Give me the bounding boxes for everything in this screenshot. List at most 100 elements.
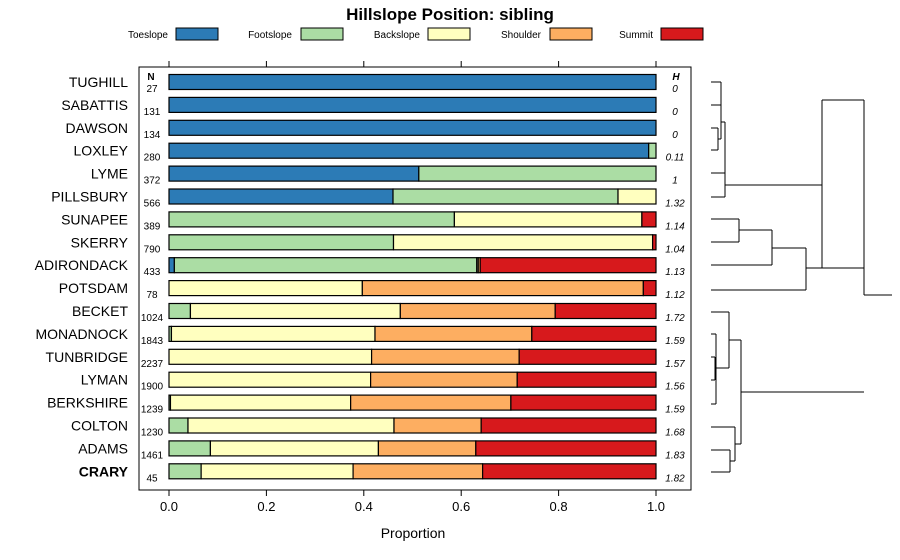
bar-segment-summit <box>651 234 657 251</box>
bar-segment-footslope <box>418 165 657 182</box>
bar-segment-shoulder <box>393 417 482 434</box>
bar-segment-summit <box>531 325 657 342</box>
row-n-value: 1900 <box>141 382 164 393</box>
row-h-value: 1.57 <box>665 359 685 370</box>
bar-segment-shoulder <box>370 371 518 388</box>
bar-segment-footslope <box>168 463 202 480</box>
row-monadnock: MONADNOCK 1843 1.59 <box>35 325 685 347</box>
row-berkshire: BERKSHIRE 1239 1.59 <box>47 394 685 416</box>
bar-segment-backslope <box>168 371 372 388</box>
row-label: COLTON <box>71 418 128 434</box>
bar-segment-summit <box>475 440 657 457</box>
x-tick-label: 1.0 <box>647 499 665 514</box>
dendrogram-branch-lower <box>711 311 864 473</box>
row-h-value: 0 <box>672 107 678 118</box>
bar-segment-toeslope <box>168 73 657 91</box>
row-label: ADAMS <box>78 440 128 456</box>
bar-segment-summit <box>516 371 657 388</box>
bar-segment-summit <box>510 394 657 411</box>
row-n-value: 433 <box>144 267 161 278</box>
row-n-value: 1239 <box>141 405 164 416</box>
row-n-value: 389 <box>144 221 161 232</box>
bar-segment-toeslope <box>168 96 657 114</box>
bar-segment-shoulder <box>361 280 644 297</box>
row-h-value: 1.04 <box>665 244 685 255</box>
x-tick-label: 0.2 <box>257 499 275 514</box>
bar-segment-summit <box>518 348 657 365</box>
bar-segment-footslope <box>168 211 455 228</box>
bar-segment-footslope <box>168 234 395 251</box>
legend-label-toeslope: Toeslope <box>128 30 168 41</box>
bar-segment-backslope <box>209 440 380 457</box>
row-adirondack: ADIRONDACK 433 1.13 <box>35 257 685 278</box>
row-n-value: 372 <box>144 176 161 187</box>
row-adams: ADAMS 1461 1.83 <box>78 440 685 461</box>
bar-segment-summit <box>482 463 657 480</box>
legend-swatch-shoulder <box>549 27 593 41</box>
row-label: MONADNOCK <box>35 326 128 342</box>
bar-segment-toeslope <box>168 119 657 136</box>
row-n-value: 131 <box>144 107 161 118</box>
x-tick-label: 0.8 <box>550 499 568 514</box>
h-column-header: H <box>672 72 680 83</box>
row-label: DAWSON <box>66 120 128 136</box>
legend-swatch-backslope <box>427 27 471 41</box>
row-colton: COLTON 1230 1.68 <box>71 417 685 439</box>
row-sunapee: SUNAPEE 389 1.14 <box>61 211 685 232</box>
row-label: LOXLEY <box>74 143 129 159</box>
row-n-value: 27 <box>146 84 158 95</box>
legend-label-shoulder: Shoulder <box>501 30 542 41</box>
x-axis-label: Proportion <box>381 525 446 541</box>
row-tunbridge: TUNBRIDGE 2237 1.57 <box>46 348 685 370</box>
bar-segment-backslope <box>168 280 363 297</box>
row-h-value: 0.11 <box>666 153 685 164</box>
row-label: TUGHILL <box>69 74 128 90</box>
row-becket: BECKET 1024 1.72 <box>72 302 685 324</box>
bar-segment-summit <box>480 417 657 434</box>
bar-segment-backslope <box>453 211 643 228</box>
bar-rows: TUGHILL 27 0 SABATTIS 131 0 DAWSON 134 0 LOXLEY 28… <box>35 73 685 484</box>
row-h-value: 1.32 <box>665 199 685 210</box>
row-label: ADIRONDACK <box>35 257 129 273</box>
bar-segment-backslope <box>617 188 657 205</box>
bar-segment-shoulder <box>352 463 484 480</box>
row-label: TUNBRIDGE <box>46 349 128 365</box>
row-n-value: 45 <box>146 473 158 484</box>
row-label: LYMAN <box>81 372 128 388</box>
bar-segment-shoulder <box>399 302 556 320</box>
bar-segment-backslope <box>187 417 395 434</box>
bar-segment-toeslope <box>168 142 650 159</box>
legend-swatch-summit <box>660 27 704 41</box>
row-h-value: 1 <box>672 176 678 187</box>
row-n-value: 134 <box>144 130 161 141</box>
bar-segment-footslope <box>168 302 192 320</box>
row-h-value: 1.82 <box>665 473 685 484</box>
legend: Toeslope Footslope Backslope Shoulder Summit <box>128 27 704 41</box>
row-h-value: 1.68 <box>665 428 685 439</box>
row-crary: CRARY 45 1.82 <box>79 463 685 484</box>
row-lyman: LYMAN 1900 1.56 <box>81 371 685 393</box>
bar-segment-shoulder <box>370 348 520 365</box>
bar-segment-summit <box>641 211 657 228</box>
bar-segment-shoulder <box>377 440 477 457</box>
row-n-value: 1843 <box>141 336 164 347</box>
bar-segment-shoulder <box>374 325 533 342</box>
legend-label-summit: Summit <box>619 30 653 41</box>
row-h-value: 1.72 <box>665 313 685 324</box>
row-loxley: LOXLEY 280 0.11 <box>74 142 685 164</box>
x-axis: 0.0 0.2 0.4 0.6 0.8 1.0 <box>160 61 665 514</box>
row-n-value: 2237 <box>141 359 164 370</box>
bar-segment-toeslope <box>168 165 420 182</box>
row-skerry: SKERRY 790 1.04 <box>71 234 685 255</box>
row-h-value: 1.59 <box>665 405 685 416</box>
row-tughill: TUGHILL 27 0 <box>69 73 678 95</box>
bar-segment-toeslope <box>168 188 394 205</box>
row-label: BERKSHIRE <box>47 395 128 411</box>
row-label: POTSDAM <box>59 280 128 296</box>
bar-segment-footslope <box>168 417 189 434</box>
row-n-value: 790 <box>144 244 161 255</box>
row-h-value: 1.83 <box>665 450 685 461</box>
x-tick-label: 0.6 <box>452 499 470 514</box>
bar-segment-backslope <box>189 302 401 320</box>
